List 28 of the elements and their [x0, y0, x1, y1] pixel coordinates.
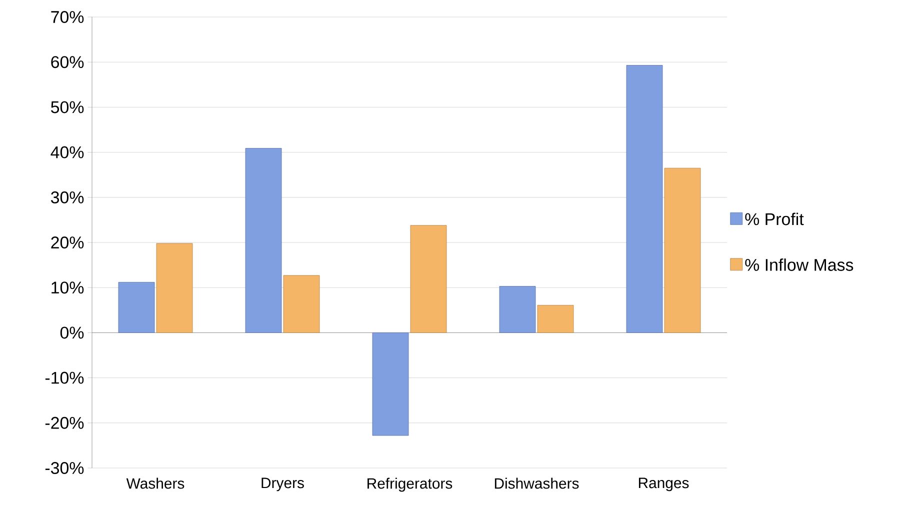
y-tick-label: -10%	[45, 372, 84, 384]
y-tick-label: -30%	[45, 462, 84, 474]
y-tick-label: 0%	[60, 326, 84, 339]
legend-label: % Profit	[745, 212, 804, 226]
x-tick-label: Ranges	[638, 478, 689, 492]
bar	[410, 225, 447, 333]
x-tick-label: Washers	[126, 478, 184, 489]
bar	[156, 243, 193, 333]
x-tick-label: Dishwashers	[494, 478, 579, 489]
y-tick-label: 60%	[51, 56, 84, 68]
bar	[372, 332, 409, 436]
y-tick-label: 50%	[51, 101, 84, 114]
bar	[118, 282, 155, 333]
bar	[245, 148, 282, 333]
bar	[626, 65, 663, 333]
bar	[499, 286, 536, 333]
y-tick-label: 10%	[52, 282, 84, 294]
y-tick-label: 20%	[51, 236, 84, 249]
bar	[664, 168, 701, 333]
y-tick-label: 30%	[50, 191, 84, 204]
bar	[537, 304, 574, 333]
x-tick-label: Refrigerators	[368, 478, 452, 492]
y-tick-label: 70%	[51, 11, 84, 24]
bar	[283, 275, 320, 333]
y-tick-label: -20%	[45, 416, 84, 429]
legend-label: % Inflow Mass	[745, 258, 854, 271]
x-tick-label: Dryers	[262, 478, 304, 492]
y-tick-label: 40%	[50, 146, 84, 158]
